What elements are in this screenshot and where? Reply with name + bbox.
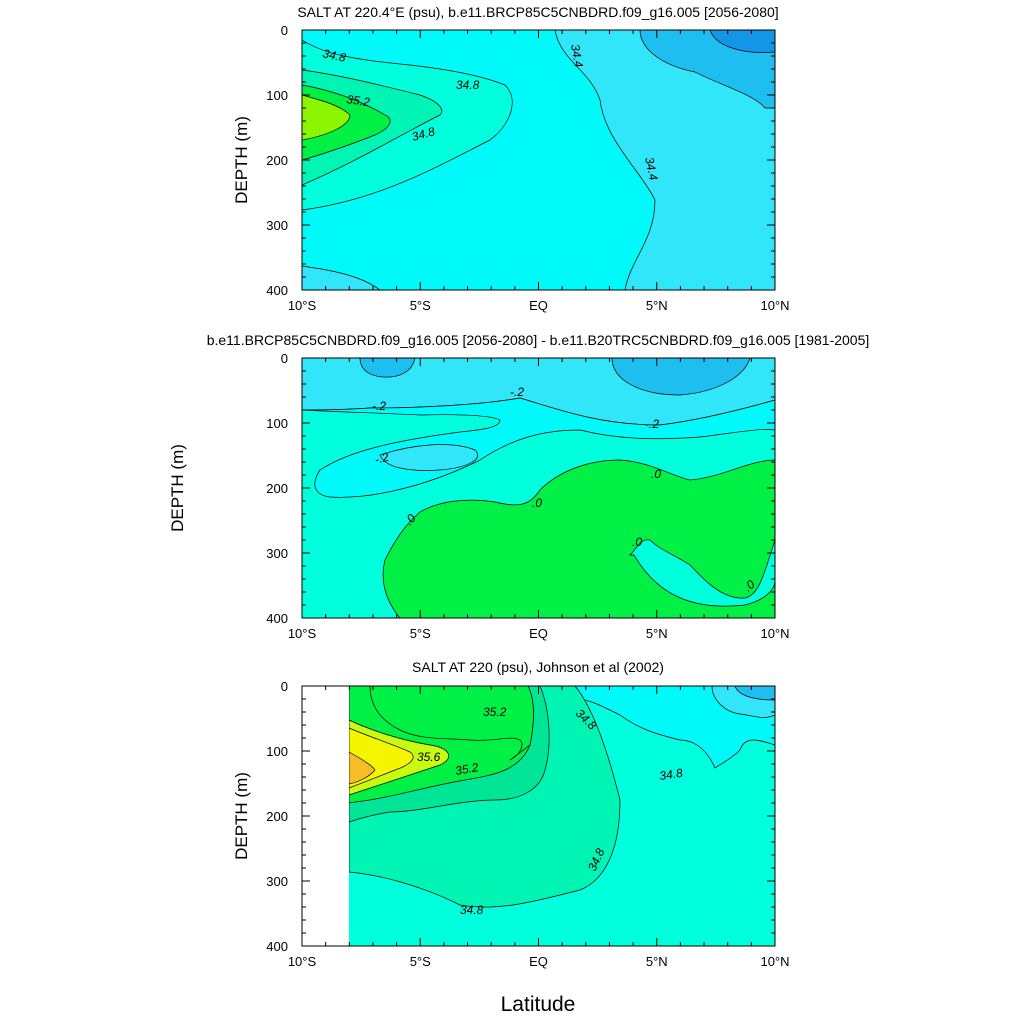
contour-label: 34.8 xyxy=(658,766,683,783)
y-tick-label: 0 xyxy=(281,23,288,38)
panel-1-y-axis: DEPTH (m) xyxy=(232,116,251,204)
y-tick-label: 200 xyxy=(266,809,288,824)
x-tick-label: 10°N xyxy=(760,298,789,313)
panel-1: SALT AT 220.4°E (psu), b.e11.BRCP85C5CNB… xyxy=(232,4,779,291)
contour-label: -.2 xyxy=(372,399,386,413)
contour-label: 35.2 xyxy=(454,760,480,778)
x-tick-label: EQ xyxy=(529,954,548,969)
x-tick-label: EQ xyxy=(529,298,548,313)
x-tick-label: 10°S xyxy=(288,626,317,641)
contour-label: 34.4 xyxy=(642,156,661,182)
y-tick-label: 100 xyxy=(266,88,288,103)
x-tick-label: EQ xyxy=(529,626,548,641)
panel-1-band-light-blue-east xyxy=(554,30,775,290)
contour-label: 35.6 xyxy=(417,750,441,764)
panel-2-y-axis-label: DEPTH (m) xyxy=(168,444,187,532)
panel-3-y-axis: DEPTH (m) xyxy=(232,772,251,860)
y-tick-label: 200 xyxy=(266,481,288,496)
panel-2-band-blue-west xyxy=(359,358,416,378)
panel-2-contours xyxy=(302,358,775,618)
contour-label: 34.8 xyxy=(410,124,436,144)
panel-2-band-cyan-mid xyxy=(302,397,775,498)
contour-label: 34.8 xyxy=(456,78,480,92)
x-tick-label: 10°S xyxy=(288,954,317,969)
panel-1-contour-labels: 34.8 34.8 35.2 34.8 34.4 34.4 xyxy=(321,43,660,182)
panel-1-y-axis-label: DEPTH (m) xyxy=(232,116,251,204)
x-tick-label: 5°S xyxy=(410,298,431,313)
y-tick-label: 400 xyxy=(266,283,288,298)
x-tick-label: 10°S xyxy=(288,298,317,313)
panel-2: b.e11.BRCP85C5CNBDRD.f09_g16.005 [2056-2… xyxy=(168,332,870,619)
panel-1-band-lime xyxy=(302,94,351,141)
contour-label: -.2 xyxy=(510,385,524,399)
contour-label: .0 xyxy=(651,467,661,481)
contour-label: -.2 xyxy=(645,417,659,431)
panel-3-title: SALT AT 220 (psu), Johnson et al (2002) xyxy=(412,659,664,675)
panel-1-title: SALT AT 220.4°E (psu), b.e11.BRCP85C5CNB… xyxy=(297,4,778,20)
contour-label: 34.4 xyxy=(568,43,586,69)
y-tick-label: 0 xyxy=(281,351,288,366)
x-tick-label: 5°N xyxy=(646,626,668,641)
y-tick-label: 100 xyxy=(266,416,288,431)
panel-3-band-green-fringe xyxy=(369,686,534,761)
contour-label: -.2 xyxy=(373,450,390,467)
y-tick-label: 0 xyxy=(281,679,288,694)
panel-2-title: b.e11.BRCP85C5CNBDRD.f09_g16.005 [2056-2… xyxy=(207,332,870,348)
contour-label: 34.8 xyxy=(460,903,484,917)
y-tick-label: 400 xyxy=(266,939,288,954)
panel-3-band-blue-ne xyxy=(734,686,775,701)
contour-label: 35.2 xyxy=(346,92,371,109)
y-tick-label: 300 xyxy=(266,218,288,233)
x-axis-title: Latitude xyxy=(501,993,576,1016)
panel-3-band-orange xyxy=(348,751,376,785)
panel-2-band-blue-east xyxy=(611,358,751,396)
y-tick-label: 100 xyxy=(266,744,288,759)
panel-2-band-light-blue-pocket xyxy=(379,444,478,471)
panel-3: SALT AT 220 (psu), Johnson et al (2002) … xyxy=(232,659,776,947)
x-tick-label: 5°S xyxy=(410,626,431,641)
x-tick-label: 10°N xyxy=(760,626,789,641)
panel-3-contours xyxy=(348,686,775,946)
panel-1-contours xyxy=(302,30,775,290)
x-tick-label: 5°N xyxy=(646,298,668,313)
contour-label: 35.2 xyxy=(483,705,507,719)
contour-label: .0 xyxy=(532,496,542,510)
x-tick-label: 5°S xyxy=(410,954,431,969)
y-tick-label: 300 xyxy=(266,874,288,889)
x-tick-label: 5°N xyxy=(646,954,668,969)
panel-3-band-cyan-ne xyxy=(559,686,775,769)
y-tick-label: 300 xyxy=(266,546,288,561)
contour-label: 34.8 xyxy=(321,46,347,65)
panel-2-band-aqua-notch xyxy=(629,539,775,607)
y-tick-label: 400 xyxy=(266,611,288,626)
contour-label: .0 xyxy=(632,535,642,549)
panel-3-y-axis-label: DEPTH (m) xyxy=(232,772,251,860)
x-tick-label: 10°N xyxy=(760,954,789,969)
panel-2-y-axis: DEPTH (m) xyxy=(168,444,187,532)
y-tick-label: 200 xyxy=(266,153,288,168)
